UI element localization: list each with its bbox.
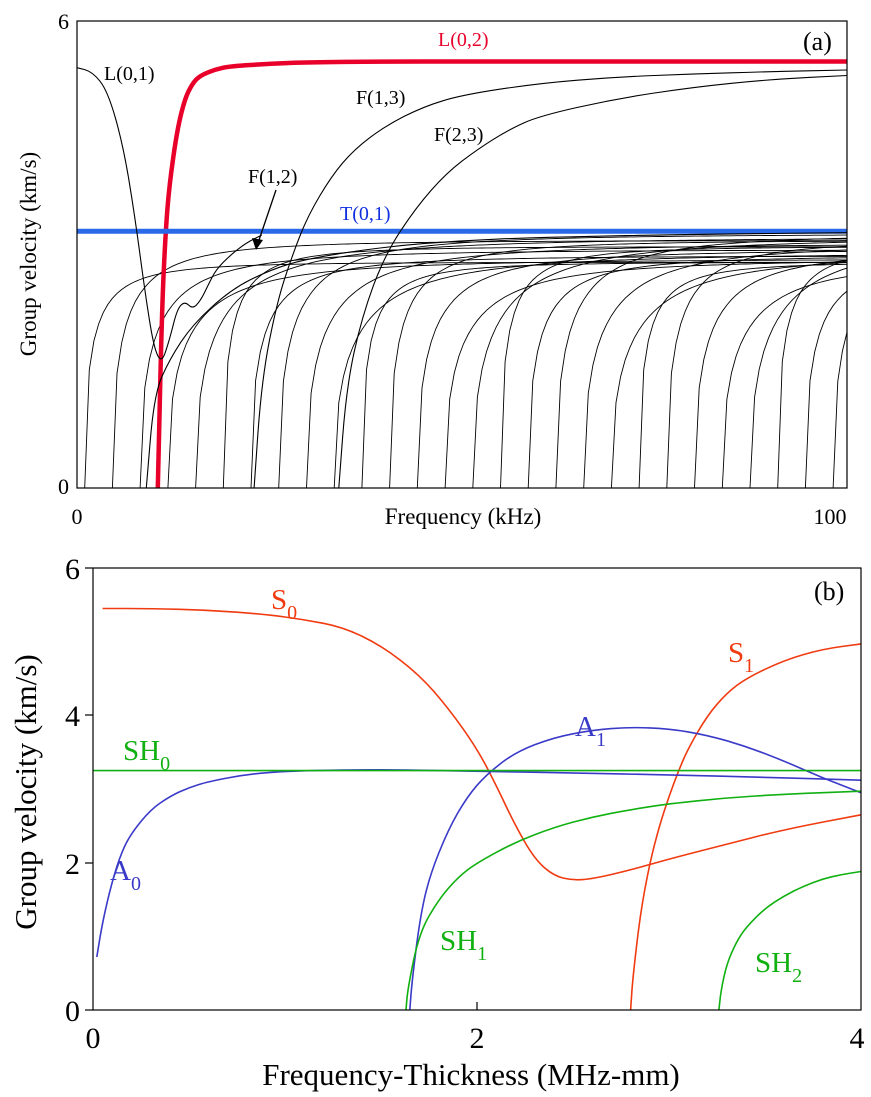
panel-a-background-curve <box>389 240 847 489</box>
series-line-a1 <box>409 726 862 1011</box>
panel-a-background-curve <box>333 254 848 489</box>
panel-a-background-curve <box>832 331 848 489</box>
label-SH0-sub: 0 <box>160 753 170 775</box>
label-SH2-sub: 2 <box>792 965 802 987</box>
panel-a-background-curve <box>139 249 847 489</box>
series-line-sh2 <box>718 870 862 1011</box>
label-S0-sub: 0 <box>287 602 297 624</box>
panel-a: 6 0 0 100 Frequency (kHz) Group velocity… <box>16 9 848 529</box>
series-line-sh1 <box>405 790 862 1011</box>
panel-b-label: (b) <box>814 577 844 606</box>
panel-a-xtick-0: 0 <box>72 504 83 529</box>
series-line-s0 <box>102 607 862 881</box>
panel-a-background-curve <box>777 260 848 489</box>
label-S1-main: S <box>728 637 744 669</box>
panel-b-ytick-0: 0 <box>65 995 80 1028</box>
label-L02: L(0,2) <box>438 29 489 51</box>
panel-b-ylabel: Group velocity (km/s) <box>8 654 43 930</box>
panel-b-xtick-4: 4 <box>850 1022 865 1055</box>
label-A1: A1 <box>575 711 606 751</box>
label-SH2-main: SH <box>755 947 792 979</box>
series-line-s1 <box>629 643 862 1011</box>
panel-a-background-curve <box>610 262 848 489</box>
panel-a-background-curve <box>167 259 847 489</box>
label-A1-sub: 1 <box>596 729 606 751</box>
panel-a-ytick-6: 6 <box>58 9 69 34</box>
panel-a-background-curve <box>444 261 847 489</box>
panel-a-background-curve <box>638 263 848 489</box>
panel-a-background-curve <box>555 237 848 489</box>
panel-a-background-curve <box>84 261 847 489</box>
label-F12: F(1,2) <box>248 166 297 188</box>
panel-b-ytick-6: 6 <box>65 553 80 586</box>
panel-a-background-curve <box>694 259 848 489</box>
label-SH1-main: SH <box>440 925 477 957</box>
label-T01: T(0,1) <box>340 203 391 225</box>
label-A1-main: A <box>575 711 596 743</box>
series-line-f-2-3 <box>338 74 848 489</box>
panel-b-ytick-4: 4 <box>65 700 80 733</box>
label-S1-sub: 1 <box>744 655 754 677</box>
label-S0: S0 <box>271 584 297 624</box>
panel-b-ytick-2: 2 <box>65 848 80 881</box>
label-SH2: SH2 <box>755 947 802 987</box>
label-SH1-sub: 1 <box>477 943 487 965</box>
label-F23: F(2,3) <box>434 124 483 146</box>
label-SH1: SH1 <box>440 925 487 965</box>
panel-a-ylabel: Group velocity (km/s) <box>16 152 41 356</box>
panel-a-background-curve <box>749 267 848 489</box>
panel-a-background-curve <box>306 244 847 489</box>
series-line-f-1-2 <box>145 232 848 489</box>
F12-arrow-head <box>252 238 263 250</box>
label-A0-main: A <box>110 855 131 887</box>
panel-a-background-curve <box>361 262 847 489</box>
panel-a-background-curve <box>500 246 847 489</box>
panel-a-label: (a) <box>803 27 832 56</box>
panel-a-xtick-100: 100 <box>814 504 847 529</box>
panel-b-xtick-0: 0 <box>86 1022 101 1055</box>
panel-b-xlabel: Frequency-Thickness (MHz-mm) <box>262 1057 680 1092</box>
panel-a-background-curve <box>195 238 847 489</box>
label-F13: F(1,3) <box>356 87 405 109</box>
label-SH0-main: SH <box>123 735 160 767</box>
series-line-l-0-1 <box>76 67 263 360</box>
panel-b-lines <box>93 607 862 1011</box>
panel-a-lines <box>76 59 848 489</box>
panel-b: 6 4 2 0 0 2 4 Frequency-Thickness (MHz-m… <box>8 553 865 1092</box>
panel-a-frame <box>76 20 848 489</box>
series-line-a0 <box>96 769 862 958</box>
label-A0: A0 <box>110 855 141 895</box>
panel-a-xlabel: Frequency (kHz) <box>385 504 541 529</box>
panel-a-background-curve <box>721 276 848 489</box>
label-A0-sub: 0 <box>131 873 141 895</box>
label-S1: S1 <box>728 637 754 677</box>
panel-b-xtick-2: 2 <box>470 1022 485 1055</box>
panel-a-background-curve <box>278 234 847 489</box>
panel-a-background-curve <box>583 249 848 489</box>
panel-a-background-curve <box>666 245 848 489</box>
panel-a-background-curve <box>527 257 847 489</box>
panel-a-background-curve <box>472 241 848 489</box>
panel-a-background-curve <box>250 255 847 489</box>
panel-a-background-curve <box>804 290 848 489</box>
panel-a-background-curve <box>222 246 847 489</box>
F12-arrow-line <box>257 189 277 244</box>
series-line-f-1-3 <box>253 69 848 489</box>
label-S0-main: S <box>271 584 287 616</box>
label-L01: L(0,1) <box>104 63 155 85</box>
panel-a-background-curve <box>416 250 848 489</box>
panel-a-background-curve <box>111 240 847 489</box>
panel-a-ytick-0: 0 <box>58 474 69 499</box>
label-SH0: SH0 <box>123 735 170 775</box>
